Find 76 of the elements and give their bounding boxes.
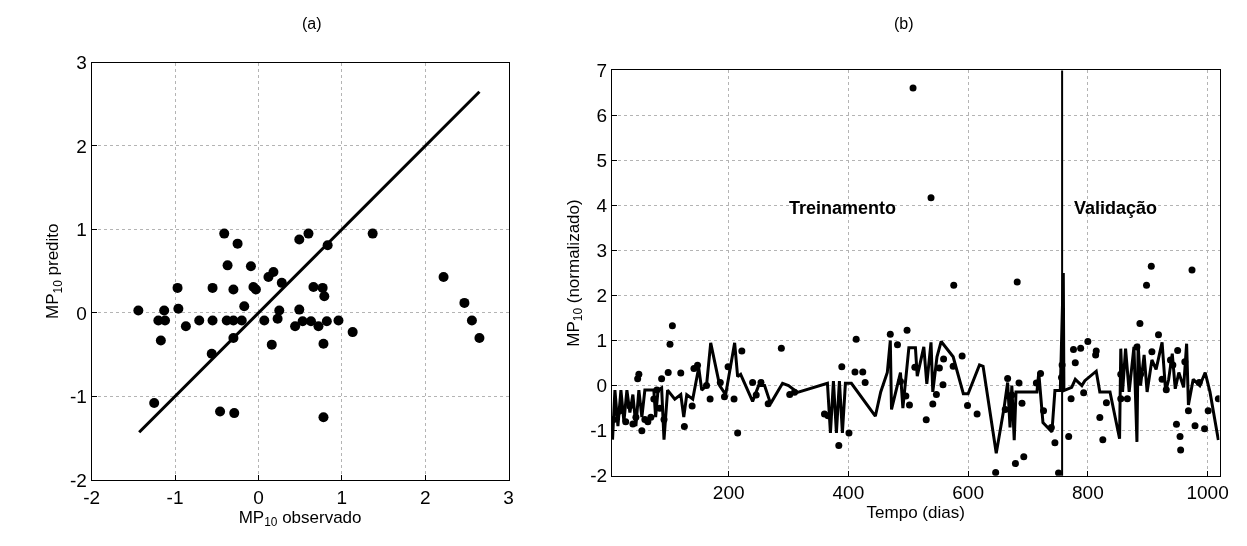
point [347,327,358,338]
point [268,267,279,278]
point [321,316,332,327]
y-tick-label: 4 [596,195,608,217]
point [259,315,270,326]
point [474,332,485,343]
point [272,313,283,324]
point [239,301,250,312]
x-tick-label: 0 [253,486,264,508]
point [466,315,477,326]
point [308,282,319,293]
x-tick-label: 3 [503,486,514,508]
y-tick-label: -1 [69,386,87,408]
point [294,304,305,315]
point [228,284,239,295]
y-tick-label: 2 [596,285,608,307]
point [222,260,233,271]
point [219,228,230,239]
y-tick-label: -1 [590,420,608,442]
point [438,272,449,283]
point [318,412,329,423]
point [207,315,218,326]
chart-title: (a) [302,15,322,32]
point [232,238,243,249]
x-axis-title: MP$_{10}$ observado [238,507,362,530]
point [173,303,184,314]
point [276,277,287,288]
y-tick-label: 2 [76,135,87,157]
y-tick-label: 6 [596,105,608,127]
annotation: Treinamento [789,198,897,218]
y-tick-label: 3 [596,240,608,262]
point [459,297,470,308]
point [333,315,344,326]
x-tick-label: 1000 [1186,482,1229,504]
point [303,228,314,239]
x-tick-label: 200 [712,482,745,504]
x-tick-label: 600 [952,482,984,504]
y-tick-label: 0 [596,375,608,397]
point [236,315,247,326]
point [367,228,378,239]
point [319,291,330,302]
point [133,305,144,316]
x-tick-label: -1 [166,486,184,508]
point [180,321,191,332]
point [149,398,160,409]
y-tick-label: 3 [76,52,87,74]
point [266,339,277,350]
annotation: Validação [1074,198,1158,218]
y-tick-label: 5 [596,150,608,172]
chart-title: (b) [894,15,914,32]
point [290,321,301,332]
point [160,315,171,326]
y-tick-label: 1 [596,330,608,352]
x-tick-label: 400 [832,482,865,504]
point [155,335,166,346]
point [215,406,226,417]
x-tick-label: 800 [1072,482,1104,504]
point [207,282,218,293]
point [317,282,328,293]
point [159,305,170,316]
point [274,305,285,316]
y-tick-label: 0 [76,302,87,324]
point [318,338,329,349]
y-tick-label: 7 [596,60,608,82]
point [313,321,324,332]
point [172,282,183,293]
point [305,316,316,327]
x-tick-label: 2 [419,486,431,508]
point [194,315,205,326]
point [229,408,240,419]
y-tick-label: 1 [76,219,87,241]
x-axis-title: Tempo (dias) [866,503,965,523]
x-tick-label: 1 [336,486,348,508]
point [245,261,256,272]
point [294,234,305,245]
y-tick-label: -2 [590,465,608,487]
